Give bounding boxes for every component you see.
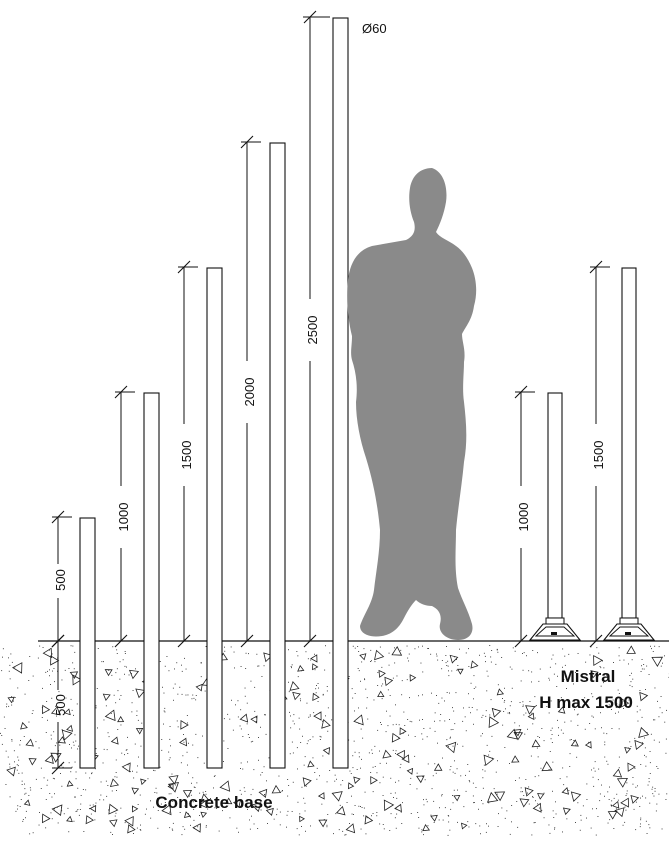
dim-label-500: 500 bbox=[53, 569, 68, 591]
dim-label-1000: 1000 bbox=[116, 503, 131, 532]
dim-label-below-500: 500 bbox=[53, 694, 68, 716]
dim-label-1500: 1500 bbox=[179, 441, 194, 470]
mistral-subtitle: H max 1500 bbox=[539, 693, 633, 712]
diameter-label: Ø60 bbox=[362, 21, 387, 36]
bollard-500 bbox=[80, 518, 95, 768]
concrete-base-label: Concrete base bbox=[155, 793, 272, 812]
bollard-2500 bbox=[333, 18, 348, 768]
mistral-dim-label-1500: 1500 bbox=[591, 441, 606, 470]
bollard-2000 bbox=[270, 143, 285, 768]
mistral-title: Mistral bbox=[561, 667, 616, 686]
mistral-bollard-1000 bbox=[530, 393, 580, 640]
person-silhouette-icon bbox=[347, 168, 476, 640]
dimension-lines bbox=[52, 11, 610, 774]
mistral-bollard-1500 bbox=[604, 268, 654, 640]
dim-label-2000: 2000 bbox=[242, 378, 257, 407]
dim-label-2500: 2500 bbox=[305, 316, 320, 345]
mistral-dim-label-1000: 1000 bbox=[516, 503, 531, 532]
bollard-1000 bbox=[144, 393, 159, 768]
bollard-1500 bbox=[207, 268, 222, 768]
